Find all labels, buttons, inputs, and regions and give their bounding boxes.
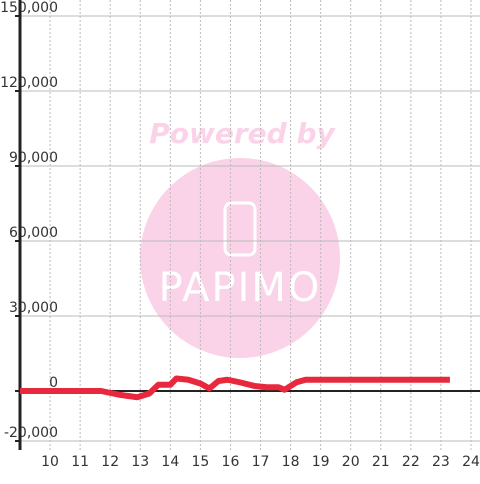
y-tick-label: 120,000 xyxy=(0,75,58,91)
x-tick-label: 13 xyxy=(131,454,149,470)
x-tick-label: 17 xyxy=(252,454,270,470)
x-tick-label: 10 xyxy=(41,454,59,470)
x-tick-label: 20 xyxy=(342,454,360,470)
watermark-title: Powered by xyxy=(149,117,336,150)
data-line xyxy=(20,375,450,401)
x-tick-label: 15 xyxy=(191,454,209,470)
x-tick-label: 16 xyxy=(222,454,240,470)
x-tick-label: 12 xyxy=(101,454,119,470)
y-tick-label: 60,000 xyxy=(9,225,58,241)
x-tick-label: 24 xyxy=(462,454,480,470)
watermark-icon xyxy=(223,201,257,257)
x-tick-label: 21 xyxy=(372,454,390,470)
y-tick-label: -20,000 xyxy=(4,425,58,441)
x-tick-label: 11 xyxy=(71,454,89,470)
y-tick-label: 150,000 xyxy=(0,0,58,16)
y-tick-label: 90,000 xyxy=(9,150,58,166)
x-tick-label: 22 xyxy=(402,454,420,470)
watermark-logo: PAPIMO xyxy=(159,265,322,311)
x-tick-label: 14 xyxy=(161,454,179,470)
x-tick-label: 19 xyxy=(312,454,330,470)
x-tick-label: 23 xyxy=(432,454,450,470)
y-tick-label: 0 xyxy=(49,375,58,391)
y-tick-label: 30,000 xyxy=(9,300,58,316)
x-tick-label: 18 xyxy=(282,454,300,470)
watermark-circle xyxy=(140,158,340,358)
